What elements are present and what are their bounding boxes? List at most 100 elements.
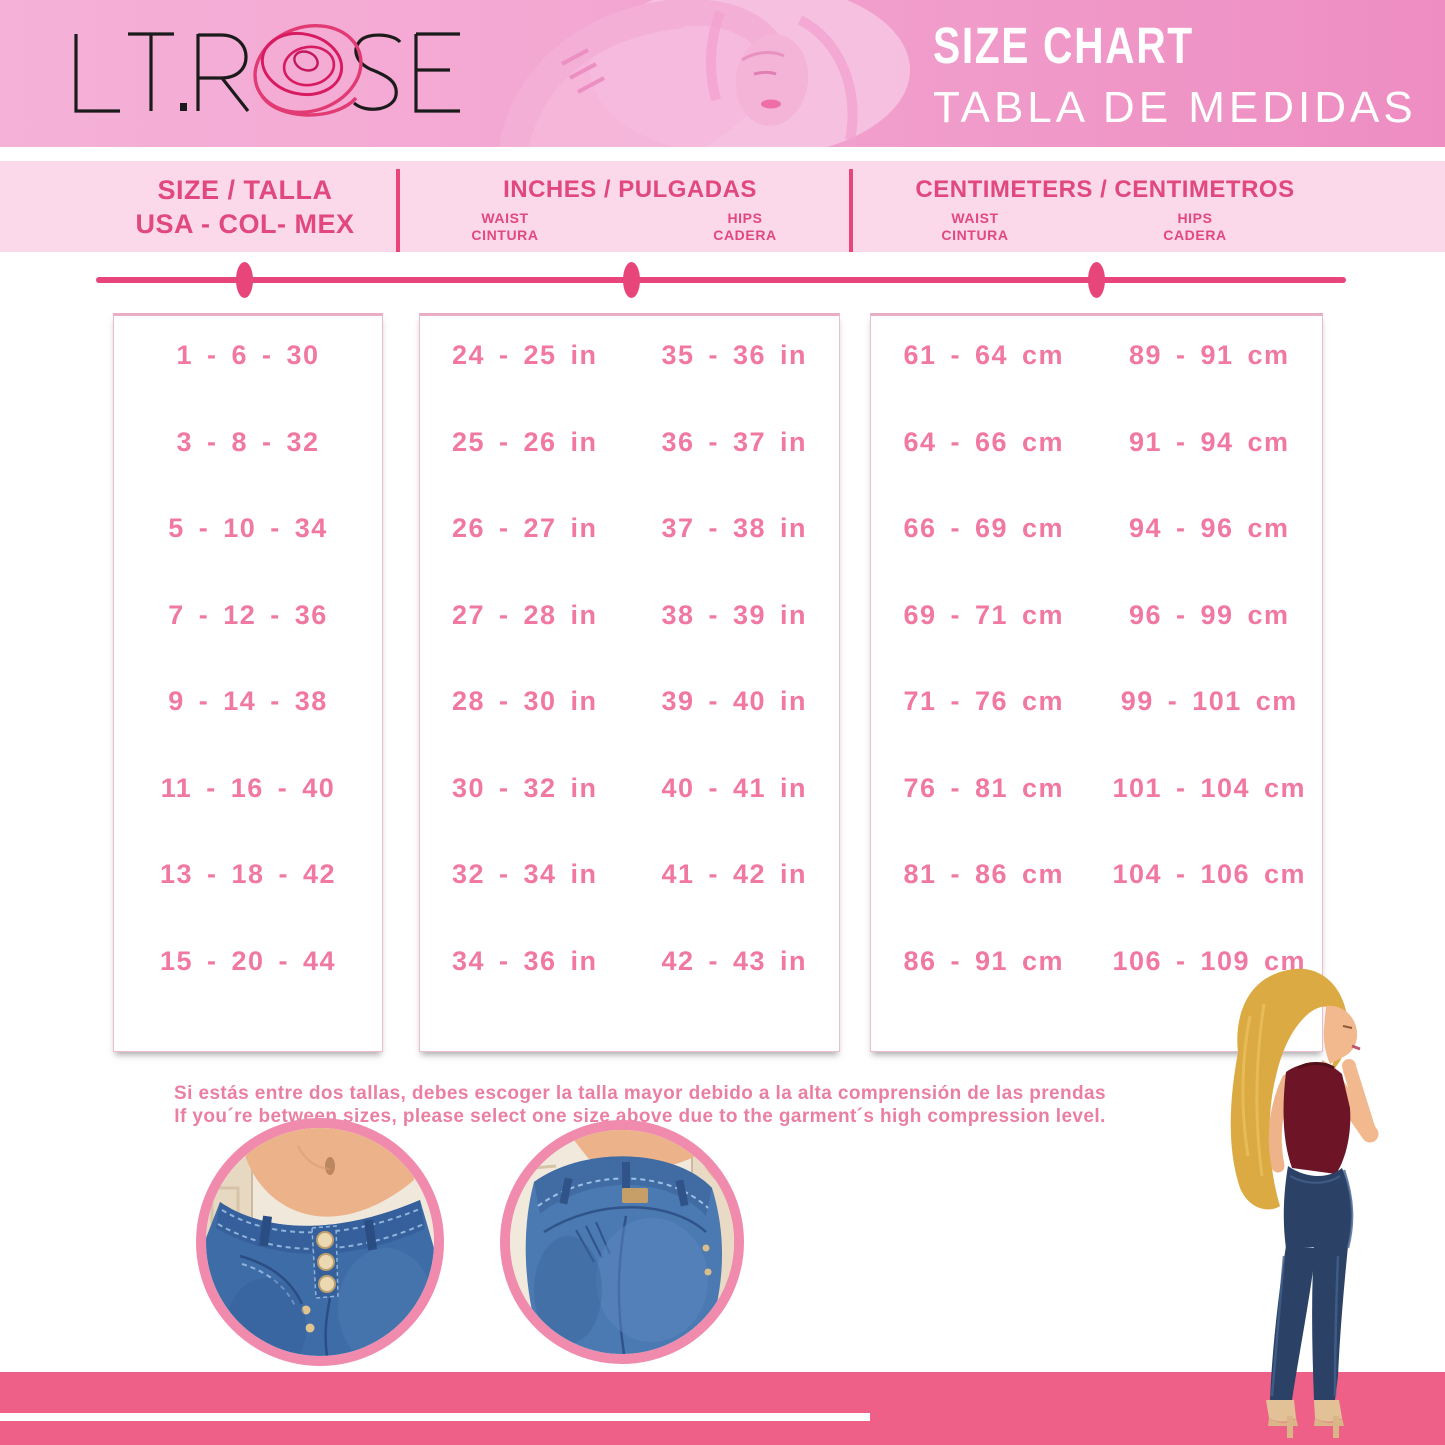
footer-band: [0, 1372, 1445, 1445]
table-row: 3 - 8 - 32: [114, 427, 382, 458]
table-row: 11 - 16 - 40: [114, 773, 382, 804]
size-column-box: 1 - 6 - 30 3 - 8 - 32 5 - 10 - 34 7 - 12…: [113, 313, 383, 1052]
hips-label: HIPS: [1177, 210, 1213, 226]
table-row: 69 - 71 cm 96 - 99 cm: [871, 600, 1322, 631]
cm-hips-subheader: HIPS CADERA: [1110, 210, 1280, 244]
table-row: 27 - 28 in 38 - 39 in: [420, 600, 839, 631]
jeans-front-photo-circle: [196, 1118, 444, 1366]
cadera-label: CADERA: [713, 227, 777, 243]
hips-inches-value: 39 - 40 in: [661, 686, 808, 717]
waist-label: WAIST: [951, 210, 999, 226]
table-row: 64 - 66 cm 91 - 94 cm: [871, 427, 1322, 458]
hips-inches-value: 40 - 41 in: [661, 772, 808, 803]
table-row: 26 - 27 in 37 - 38 in: [420, 513, 839, 544]
inches-waist-subheader: WAIST CINTURA: [420, 210, 590, 244]
page-subtitle: TABLA DE MEDIDAS: [933, 83, 1417, 132]
size-value: 11 - 16 - 40: [160, 772, 336, 803]
hips-inches-value: 42 - 43 in: [661, 945, 808, 976]
waist-cm-value: 76 - 81 cm: [903, 772, 1065, 803]
hips-cm-value: 94 - 96 cm: [1128, 513, 1290, 544]
waist-label: WAIST: [481, 210, 529, 226]
waist-cm-value: 61 - 64 cm: [903, 340, 1065, 370]
table-row: 24 - 25 in 35 - 36 in: [420, 340, 839, 371]
size-value: 7 - 12 - 36: [168, 599, 328, 630]
waist-inches-value: 27 - 28 in: [451, 599, 598, 630]
waist-inches-value: 24 - 25 in: [451, 340, 598, 370]
hips-label: HIPS: [727, 210, 763, 226]
table-row: 1 - 6 - 30: [114, 340, 382, 371]
inches-column-box: 24 - 25 in 35 - 36 in 25 - 26 in 36 - 37 i…: [419, 313, 840, 1052]
logo-letters: [74, 32, 460, 113]
hips-cm-value: 104 - 106 cm: [1112, 859, 1307, 890]
timeline-dot: [236, 262, 253, 298]
table-row: 7 - 12 - 36: [114, 600, 382, 631]
table-row: 81 - 86 cm 104 - 106 cm: [871, 859, 1322, 890]
table-row: 28 - 30 in 39 - 40 in: [420, 686, 839, 717]
waist-inches-value: 25 - 26 in: [451, 426, 598, 457]
size-value: 3 - 8 - 32: [176, 426, 320, 457]
cintura-label: CINTURA: [941, 227, 1009, 243]
page-title: SIZE CHART: [933, 17, 1194, 74]
waist-inches-value: 30 - 32 in: [451, 772, 598, 803]
table-row: 30 - 32 in 40 - 41 in: [420, 773, 839, 804]
table-row: 5 - 10 - 34: [114, 513, 382, 544]
waist-cm-value: 66 - 69 cm: [903, 513, 1065, 544]
waist-cm-value: 64 - 66 cm: [903, 426, 1065, 457]
hips-inches-value: 38 - 39 in: [661, 599, 808, 630]
logo-rose-icon: [253, 24, 363, 117]
waist-inches-value: 32 - 34 in: [451, 859, 598, 890]
hips-cm-value: 101 - 104 cm: [1112, 772, 1307, 803]
waist-cm-value: 69 - 71 cm: [903, 599, 1065, 630]
table-row: 61 - 64 cm 89 - 91 cm: [871, 340, 1322, 371]
sizing-note-en: If you´re between sizes, please select o…: [174, 1106, 1106, 1127]
size-value: 5 - 10 - 34: [168, 513, 328, 544]
inches-section-title: INCHES / PULGADAS: [503, 176, 757, 203]
size-value: 15 - 20 - 44: [159, 945, 337, 976]
hips-cm-value: 106 - 109 cm: [1112, 945, 1307, 976]
table-header-band: SIZE / TALLA USA - COL- MEX INCHES / PUL…: [0, 161, 1445, 252]
hips-cm-value: 91 - 94 cm: [1128, 426, 1290, 457]
cm-waist-subheader: WAIST CINTURA: [890, 210, 1060, 244]
waist-inches-value: 26 - 27 in: [451, 513, 598, 544]
cintura-label: CINTURA: [471, 227, 539, 243]
size-header-line1: SIZE / TALLA: [157, 175, 333, 205]
sizing-note-es: Si estás entre dos tallas, debes escoger…: [174, 1083, 1106, 1104]
size-value: 1 - 6 - 30: [176, 340, 320, 370]
waist-cm-value: 81 - 86 cm: [903, 859, 1065, 890]
size-value: 9 - 14 - 38: [168, 686, 328, 717]
hips-inches-value: 35 - 36 in: [661, 340, 808, 370]
hips-inches-value: 41 - 42 in: [661, 859, 808, 890]
size-column-header: SIZE / TALLA USA - COL- MEX: [110, 173, 380, 241]
hips-inches-value: 37 - 38 in: [661, 513, 808, 544]
table-row: 32 - 34 in 41 - 42 in: [420, 859, 839, 890]
timeline-dot: [623, 262, 640, 298]
table-row: 34 - 36 in 42 - 43 in: [420, 946, 839, 977]
waist-inches-value: 28 - 30 in: [451, 686, 598, 717]
brand-logo: [74, 24, 460, 117]
table-row: 66 - 69 cm 94 - 96 cm: [871, 513, 1322, 544]
waist-inches-value: 34 - 36 in: [451, 945, 598, 976]
jeans-front-illustration: [206, 1128, 434, 1356]
header-banner: SIZE CHART TABLA DE MEDIDAS: [0, 0, 1445, 147]
table-row: 13 - 18 - 42: [114, 859, 382, 890]
cadera-label: CADERA: [1163, 227, 1227, 243]
size-value: 13 - 18 - 42: [159, 859, 337, 890]
header-divider-2: [849, 169, 853, 252]
hips-cm-value: 96 - 99 cm: [1128, 599, 1290, 630]
centimeters-section-title: CENTIMETERS / CENTIMETROS: [915, 176, 1295, 203]
table-row: 86 - 91 cm 106 - 109 cm: [871, 946, 1322, 977]
size-header-line2: USA - COL- MEX: [135, 209, 355, 239]
table-row: 15 - 20 - 44: [114, 946, 382, 977]
table-row: 25 - 26 in 36 - 37 in: [420, 427, 839, 458]
page-titles: SIZE CHART TABLA DE MEDIDAS: [933, 16, 1417, 133]
waist-cm-value: 71 - 76 cm: [903, 686, 1065, 717]
inches-hips-subheader: HIPS CADERA: [660, 210, 830, 244]
header-divider-1: [396, 169, 400, 252]
sizing-note: Si estás entre dos tallas, debes escoger…: [70, 1082, 1210, 1128]
table-row: 76 - 81 cm 101 - 104 cm: [871, 773, 1322, 804]
table-row: 9 - 14 - 38: [114, 686, 382, 717]
timeline-dot: [1088, 262, 1105, 298]
jeans-back-photo-circle: [500, 1120, 744, 1364]
table-row: 71 - 76 cm 99 - 101 cm: [871, 686, 1322, 717]
